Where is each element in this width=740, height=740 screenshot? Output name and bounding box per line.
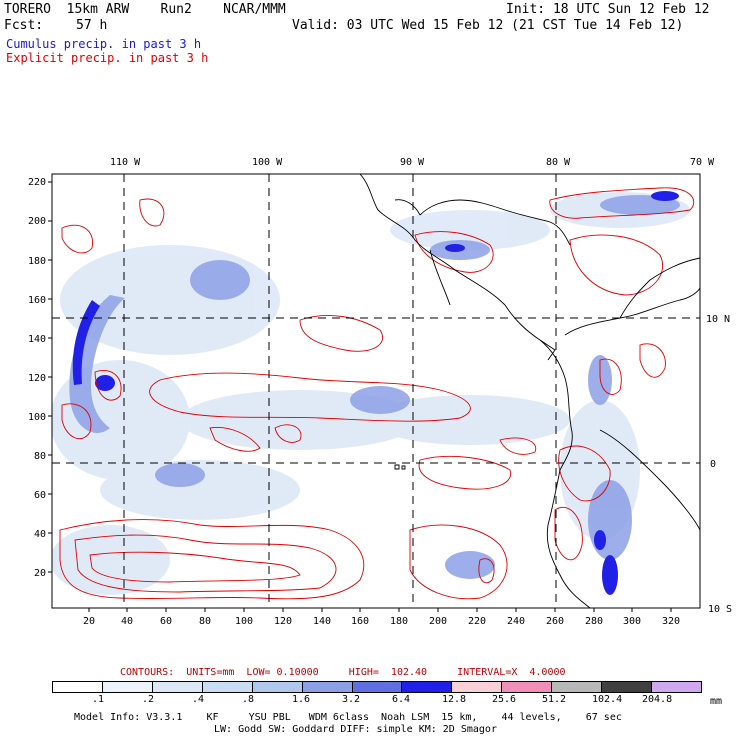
y-tick: 80 bbox=[34, 451, 46, 462]
forecast-hour: 57 h bbox=[76, 18, 108, 33]
colorbar-label: 102.4 bbox=[592, 694, 623, 705]
y-tick-marks bbox=[48, 181, 52, 573]
colorbar-swatch bbox=[502, 682, 553, 692]
x-tick: 40 bbox=[121, 616, 133, 627]
colorbar-label: 12.8 bbox=[442, 694, 467, 705]
colorbar-swatch bbox=[602, 682, 653, 692]
legend-cumulus: Cumulus precip. in past 3 h bbox=[6, 37, 202, 51]
colorbar-label: 6.4 bbox=[392, 694, 411, 705]
colorbar-label: 3.2 bbox=[342, 694, 361, 705]
y-axis: 220 200 180 160 140 120 100 80 60 40 20 bbox=[28, 177, 46, 579]
precip-map: 110 W 100 W 90 W 80 W 70 W bbox=[28, 157, 732, 627]
x-tick: 100 bbox=[235, 616, 253, 627]
x-tick: 20 bbox=[83, 616, 95, 627]
map-field bbox=[52, 174, 700, 608]
map-frame bbox=[51, 173, 701, 609]
x-tick: 180 bbox=[390, 616, 408, 627]
colorbar-label: 51.2 bbox=[542, 694, 567, 705]
y-tick: 120 bbox=[28, 373, 46, 384]
y-tick: 40 bbox=[34, 529, 46, 540]
colorbar-label: 25.6 bbox=[492, 694, 517, 705]
x-tick-marks bbox=[88, 608, 672, 612]
x-tick: 260 bbox=[546, 616, 564, 627]
lat-label: 0 bbox=[710, 459, 716, 470]
colorbar-swatch bbox=[552, 682, 603, 692]
colorbar-swatch bbox=[452, 682, 503, 692]
colorbar-label: .1 bbox=[92, 694, 105, 705]
colorbar-unit: mm bbox=[710, 696, 723, 707]
x-tick: 60 bbox=[160, 616, 172, 627]
lat-label: 10 S bbox=[708, 604, 732, 615]
colorbar-swatch bbox=[202, 682, 253, 692]
valid-time: Valid: 03 UTC Wed 15 Feb 12 (21 CST Tue … bbox=[292, 18, 684, 33]
colorbar-swatch bbox=[652, 682, 701, 692]
x-axis: 20 40 60 80 100 120 140 160 180 200 220 … bbox=[83, 616, 680, 627]
model-info-line2: LW: Godd SW: Goddard DIFF: simple KM: 2D… bbox=[214, 724, 497, 735]
y-tick: 20 bbox=[34, 568, 46, 579]
lon-label: 110 W bbox=[110, 157, 141, 168]
lon-label: 90 W bbox=[400, 157, 425, 168]
cumulus-heavy bbox=[72, 191, 679, 595]
colorbar-swatch bbox=[302, 682, 353, 692]
forecast-label: Fcst: bbox=[4, 18, 44, 33]
y-tick: 100 bbox=[28, 412, 46, 423]
colorbar-swatch bbox=[402, 682, 453, 692]
x-tick: 80 bbox=[199, 616, 211, 627]
colorbar-label: .2 bbox=[142, 694, 155, 705]
lon-label: 80 W bbox=[546, 157, 571, 168]
x-tick: 160 bbox=[351, 616, 369, 627]
colorbar bbox=[52, 681, 702, 693]
colorbar-swatch bbox=[252, 682, 303, 692]
lon-label: 70 W bbox=[690, 157, 715, 168]
colorbar-swatch bbox=[53, 682, 103, 692]
init-time: Init: 18 UTC Sun 12 Feb 12 bbox=[506, 2, 710, 17]
x-tick: 220 bbox=[468, 616, 486, 627]
y-tick: 160 bbox=[28, 295, 46, 306]
lon-label: 100 W bbox=[252, 157, 283, 168]
legend-explicit: Explicit precip. in past 3 h bbox=[6, 51, 209, 65]
coastlines bbox=[359, 174, 700, 608]
longitude-labels: 110 W 100 W 90 W 80 W 70 W bbox=[110, 157, 715, 168]
colorbar-label: 1.6 bbox=[292, 694, 311, 705]
colorbar-swatch bbox=[152, 682, 203, 692]
x-tick: 280 bbox=[585, 616, 603, 627]
colorbar-swatch bbox=[352, 682, 403, 692]
colorbar-label: 204.8 bbox=[642, 694, 673, 705]
model-title: TORERO 15km ARW Run2 NCAR/MMM bbox=[4, 2, 286, 17]
x-tick: 200 bbox=[429, 616, 447, 627]
colorbar-swatch bbox=[102, 682, 153, 692]
colorbar-label: .8 bbox=[242, 694, 255, 705]
model-info-line1: Model Info: V3.3.1 KF YSU PBL WDM 6class… bbox=[74, 712, 622, 723]
explicit-contours bbox=[59, 187, 695, 600]
y-tick: 180 bbox=[28, 256, 46, 267]
y-tick: 220 bbox=[28, 177, 46, 188]
latitude-labels: 10 N 0 10 S bbox=[706, 314, 732, 615]
contour-info: CONTOURS: UNITS=mm LOW= 0.10000 HIGH= 10… bbox=[120, 667, 566, 678]
y-tick: 140 bbox=[28, 334, 46, 345]
x-tick: 320 bbox=[662, 616, 680, 627]
colorbar-label: .4 bbox=[192, 694, 205, 705]
x-tick: 120 bbox=[274, 616, 292, 627]
lat-lon-grid bbox=[52, 174, 700, 608]
lat-label: 10 N bbox=[706, 314, 730, 325]
x-tick: 140 bbox=[313, 616, 331, 627]
y-tick: 200 bbox=[28, 216, 46, 227]
y-tick: 60 bbox=[34, 490, 46, 501]
x-tick: 300 bbox=[623, 616, 641, 627]
colorbar-labels: .1 .2 .4 .8 1.6 3.2 6.4 12.8 25.6 51.2 102.4 204.8 bbox=[52, 694, 702, 706]
x-tick: 240 bbox=[507, 616, 525, 627]
